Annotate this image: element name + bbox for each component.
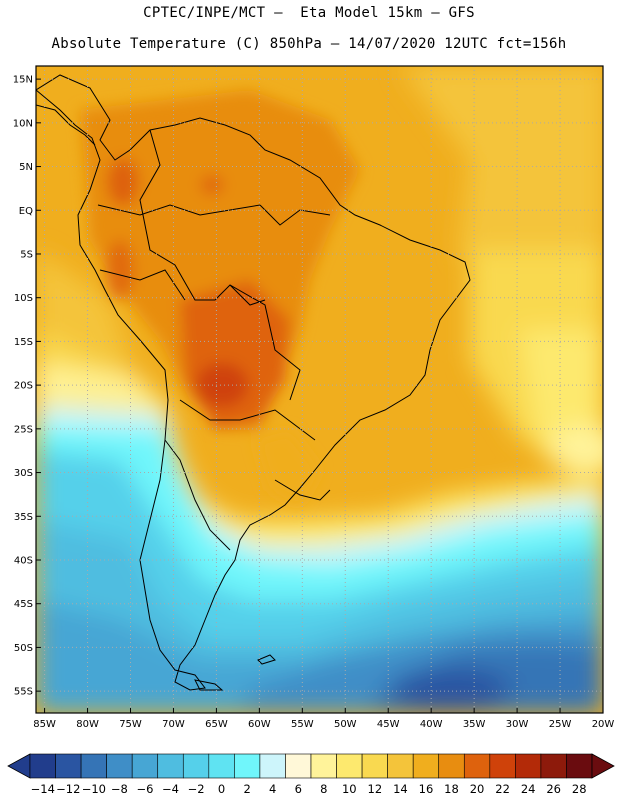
- lat-tick-label: 10N: [13, 118, 33, 129]
- map-frame: [35, 65, 604, 714]
- colorbar-swatch: [157, 753, 184, 779]
- lon-tick-label: 50W: [334, 719, 357, 730]
- colorbar-label: −4: [162, 782, 179, 796]
- colorbar-label: −14: [31, 782, 55, 796]
- colorbar-label: 24: [521, 782, 536, 796]
- coastline-outlines: [36, 74, 471, 691]
- colorbar-label: 2: [243, 782, 250, 796]
- lat-tick-label: 45S: [14, 599, 33, 610]
- colorbar-label: 26: [546, 782, 561, 796]
- lat-tick-label: 50S: [14, 643, 33, 654]
- map-title-line-1: CPTEC/INPE/MCT – Eta Model 15km – GFS: [143, 5, 475, 21]
- colorbar-swatch: [515, 753, 542, 779]
- colorbar-swatch: [208, 753, 235, 779]
- lon-tick-label: 30W: [506, 719, 529, 730]
- colorbar-label: −12: [56, 782, 80, 796]
- colorbar-swatch: [438, 753, 465, 779]
- colorbar-label: 12: [368, 782, 383, 796]
- colorbar-swatch: [285, 753, 312, 779]
- colorbar-label: 4: [269, 782, 276, 796]
- colorbar-swatch: [131, 753, 159, 779]
- lat-tick-label: 55S: [14, 687, 33, 698]
- colorbar-swatch: [259, 753, 286, 779]
- colorbar-label: −8: [111, 782, 128, 796]
- lon-tick-label: 35W: [463, 719, 486, 730]
- colorbar-label: 14: [393, 782, 408, 796]
- lat-tick-label: 5S: [20, 249, 33, 260]
- colorbar-label: 10: [342, 782, 357, 796]
- colorbar-label: −6: [136, 782, 153, 796]
- colorbar-legend: −14 −12 −10 −8 −6 −4 −2 0 2 4 6 8 10 12 14 16 18 20 22 24 26…: [7, 753, 615, 796]
- latitude-axis: 15N 10N 5N EQ 5S 10S 15S 20S 25S 30S 35S 40S 45S 50S 5…: [13, 75, 41, 698]
- colorbar-label: 22: [495, 782, 510, 796]
- lon-tick-label: 80W: [76, 719, 99, 730]
- lat-tick-label: 35S: [14, 512, 33, 523]
- colorbar-swatch: [489, 753, 516, 779]
- lon-tick-label: 25W: [549, 719, 572, 730]
- colorbar-swatch: [55, 753, 82, 779]
- colorbar-swatch: [412, 753, 440, 779]
- colorbar-swatch: [566, 753, 593, 779]
- colorbar-swatch: [29, 753, 56, 779]
- colorbar-swatch: [310, 753, 337, 779]
- colorbar-max-arrow: [591, 753, 615, 779]
- lon-tick-label: 45W: [377, 719, 400, 730]
- lon-tick-label: 60W: [248, 719, 271, 730]
- lat-tick-label: 30S: [14, 468, 33, 479]
- colorbar-min-arrow: [7, 753, 31, 779]
- lat-tick-label: 25S: [14, 424, 33, 435]
- lon-tick-label: 40W: [420, 719, 443, 730]
- colorbar-label: 8: [320, 782, 327, 796]
- colorbar-swatch: [540, 753, 567, 779]
- colorbar-swatch: [387, 753, 414, 779]
- colorbar-swatch: [361, 753, 388, 779]
- colorbar-swatch: [336, 753, 363, 779]
- colorbar-swatch: [106, 753, 133, 779]
- colorbar-label: −10: [82, 782, 106, 796]
- lat-tick-label: EQ: [19, 206, 33, 217]
- lat-tick-label: 40S: [14, 555, 33, 566]
- colorbar-label: 20: [470, 782, 485, 796]
- temperature-field: [36, 66, 603, 713]
- colorbar-label: 16: [419, 782, 434, 796]
- graticule: [36, 66, 603, 713]
- lat-tick-label: 15N: [13, 75, 33, 86]
- colorbar-label: 0: [218, 782, 225, 796]
- colorbar-swatch: [463, 753, 491, 779]
- lon-tick-label: 75W: [119, 719, 142, 730]
- lat-tick-label: 15S: [14, 337, 33, 348]
- map-title-line-2: Absolute Temperature (C) 850hPa – 14/07/…: [51, 36, 567, 52]
- lat-tick-label: 5N: [19, 162, 33, 173]
- lon-tick-label: 55W: [291, 719, 314, 730]
- colorbar-swatch: [234, 753, 261, 779]
- colorbar-swatch: [80, 753, 107, 779]
- colorbar-label: −2: [188, 782, 205, 796]
- colorbar-label: 6: [295, 782, 302, 796]
- lon-tick-label: 70W: [162, 719, 185, 730]
- lon-tick-label: 85W: [33, 719, 56, 730]
- colorbar-swatch: [182, 753, 210, 779]
- lat-tick-label: 20S: [14, 381, 33, 392]
- lat-tick-label: 10S: [14, 293, 33, 304]
- lon-tick-label: 20W: [592, 719, 615, 730]
- longitude-axis: 85W 80W 75W 70W 65W 60W 55W 50W 45W 40W 35W 30W 25W 2…: [33, 708, 614, 730]
- colorbar-label: 28: [572, 782, 587, 796]
- colorbar-label: 18: [444, 782, 459, 796]
- lon-tick-label: 65W: [205, 719, 228, 730]
